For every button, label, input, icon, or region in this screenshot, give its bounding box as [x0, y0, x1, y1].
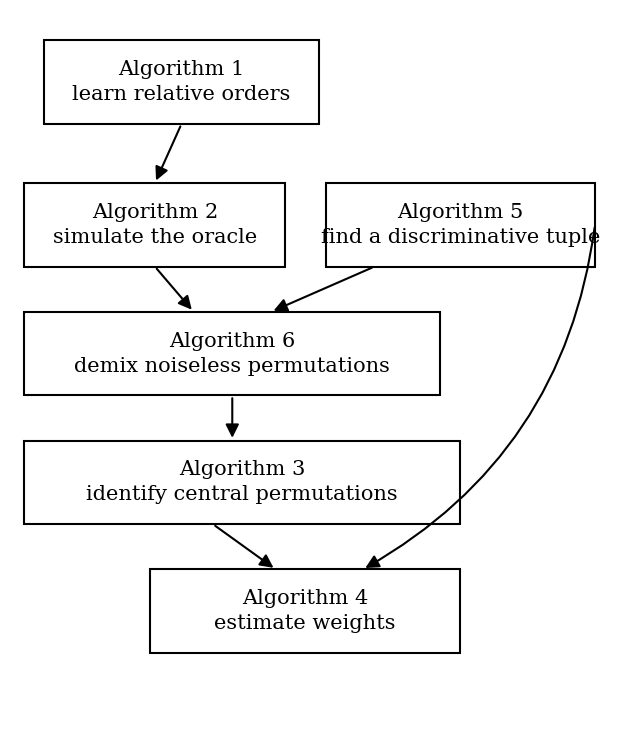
FancyBboxPatch shape — [24, 312, 440, 395]
FancyBboxPatch shape — [326, 183, 595, 267]
Text: simulate the oracle: simulate the oracle — [52, 228, 257, 247]
FancyBboxPatch shape — [24, 183, 285, 267]
Text: learn relative orders: learn relative orders — [72, 85, 291, 104]
Text: Algorithm 3: Algorithm 3 — [179, 460, 305, 479]
FancyBboxPatch shape — [24, 441, 460, 524]
FancyBboxPatch shape — [44, 40, 319, 124]
Text: Algorithm 6: Algorithm 6 — [169, 331, 296, 350]
FancyBboxPatch shape — [150, 570, 460, 653]
Text: estimate weights: estimate weights — [214, 614, 396, 633]
Text: demix noiseless permutations: demix noiseless permutations — [74, 357, 390, 375]
Text: Algorithm 1: Algorithm 1 — [118, 60, 244, 79]
Text: find a discriminative tuple: find a discriminative tuple — [321, 228, 600, 247]
Text: Algorithm 4: Algorithm 4 — [242, 589, 368, 608]
Text: Algorithm 5: Algorithm 5 — [397, 203, 524, 222]
Text: identify central permutations: identify central permutations — [86, 485, 398, 504]
Text: Algorithm 2: Algorithm 2 — [92, 203, 218, 222]
